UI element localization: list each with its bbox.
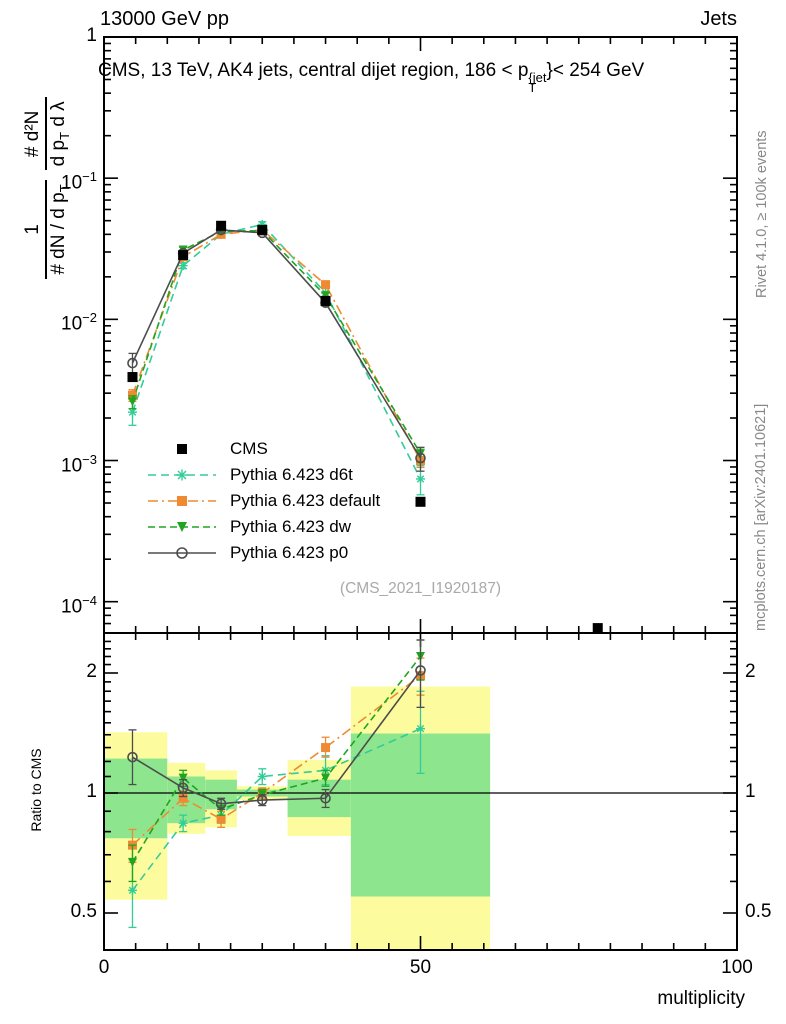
plot-title-sub: T (528, 80, 537, 95)
series-line-ratio (132, 669, 422, 805)
process-label: Jets (700, 8, 737, 30)
x-tick-label: 100 (721, 957, 753, 978)
legend-item-pythia-6-423-p0: Pythia 6.423 p0 (146, 540, 380, 566)
x-axis-label: multiplicity (657, 988, 745, 1009)
ratio-y-tick-label-left: 2 (86, 661, 97, 682)
legend-marker (148, 469, 216, 481)
legend-label: Pythia 6.423 p0 (230, 543, 349, 562)
legend-marker (177, 444, 187, 454)
ratio-y-tick-label-left: 1 (86, 781, 97, 802)
legend-item-pythia-6-423-default: Pythia 6.423 default (146, 488, 380, 514)
ratio-y-tick-label-right: 0.5 (745, 901, 772, 922)
main-y-tick-label: 10−4 (61, 592, 97, 617)
yaxis-fraction-1: 1 # dN / d pT (21, 180, 73, 279)
ratio-y-tick-label-right: 2 (745, 661, 756, 682)
main-y-tick-label: 1 (86, 25, 97, 46)
series-line-main (131, 229, 422, 454)
beam-energy-label: 13000 GeV pp (100, 8, 229, 30)
legend-item-cms: CMS (146, 436, 380, 462)
series-line-ratio (131, 727, 421, 891)
analysis-id-watermark: (CMS_2021_I1920187) (339, 580, 502, 597)
legend-label: Pythia 6.423 default (230, 491, 381, 510)
x-tick-label: 0 (98, 957, 110, 978)
mcplots-arxiv-note: mcplots.cern.ch [arXiv:2401.10621] (753, 403, 769, 631)
ratio-y-tick-label-left: 0.5 (70, 901, 97, 922)
main-y-tick-label: 10−1 (61, 169, 97, 194)
main-series (127, 219, 603, 633)
legend-marker (148, 522, 216, 532)
legend-label: CMS (230, 439, 268, 458)
series-line-main (131, 229, 422, 459)
ratio-panel-frame (103, 632, 738, 951)
series-line-main (131, 229, 422, 461)
ratio-series (127, 639, 426, 929)
yaxis-fraction-2: # d²N d pT d λ (21, 97, 73, 171)
axis-ticks (103, 36, 738, 950)
legend: CMS Pythia 6.423 d6t Pythia 6.423 default P… (146, 436, 380, 566)
plot-title-suffix: }< 254 GeV (546, 60, 645, 81)
legend-item-pythia-6-423-d6t: Pythia 6.423 d6t (146, 462, 380, 488)
rivet-version-note: Rivet 4.1.0, ≥ 100k events (754, 130, 770, 298)
legend-label: Pythia 6.423 dw (230, 517, 351, 536)
band-green (104, 758, 168, 839)
plot-title-prefix: CMS, 13 TeV, AK4 jets, central dijet reg… (98, 60, 529, 81)
legend-item-pythia-6-423-dw: Pythia 6.423 dw (146, 514, 380, 540)
ratio-y-tick-label-right: 1 (745, 781, 756, 802)
main-y-tick-label: 10−2 (61, 310, 97, 335)
main-y-tick-label: 10−3 (61, 451, 97, 476)
ratio-uncertainty-bands (104, 686, 491, 950)
plot-title-sup: {jet (528, 70, 547, 85)
legend-label: Pythia 6.423 d6t (230, 465, 353, 484)
series-line-main (131, 223, 422, 480)
x-tick-label: 50 (409, 957, 432, 978)
plot-title: CMS, 13 TeV, AK4 jets, central dijet reg… (98, 60, 645, 95)
legend-marker (148, 496, 216, 506)
legend-marker (148, 547, 216, 559)
